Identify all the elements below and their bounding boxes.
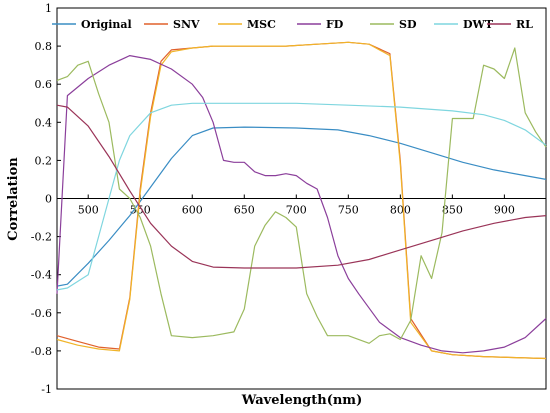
y-tick-label: 0.8 <box>35 40 53 53</box>
y-axis-label: Correlation <box>6 157 21 241</box>
y-tick-label: -0.8 <box>31 345 52 358</box>
y-tick-label: 0 <box>45 193 52 206</box>
x-tick-label: 500 <box>78 204 99 217</box>
x-tick-label: 750 <box>338 204 359 217</box>
legend-label-original: Original <box>81 18 132 31</box>
y-tick-label: 0.6 <box>35 78 53 91</box>
legend-label-snv: SNV <box>173 18 200 31</box>
series-line-sd <box>56 47 547 344</box>
series-line-rl <box>56 104 547 269</box>
legend-label-msc: MSC <box>247 18 276 31</box>
x-tick-label: 850 <box>442 204 463 217</box>
x-tick-label: 700 <box>286 204 307 217</box>
series-line-original <box>56 126 547 287</box>
legend-label-sd: SD <box>399 18 417 31</box>
legend-label-fd: FD <box>326 18 344 31</box>
axes: -1 -0.8 -0.6 -0.4 -0.2 0 0.2 0.4 0.6 0.8 1 500 550 60… <box>31 2 546 396</box>
y-tick-label: -0.4 <box>31 269 52 282</box>
x-tick-label: 900 <box>494 204 515 217</box>
y-tick-label: -1 <box>41 383 52 396</box>
legend: Original SNV MSC FD SD DWT RL <box>52 18 533 31</box>
y-tick-label: 1 <box>45 2 52 15</box>
x-tick-label: 600 <box>182 204 203 217</box>
x-tick-label: 650 <box>234 204 255 217</box>
legend-label-rl: RL <box>516 18 533 31</box>
x-axis-label: Wavelength(nm) <box>241 393 362 408</box>
x-tick-label: 550 <box>130 204 151 217</box>
series-line-dwt <box>56 102 547 291</box>
series-line-msc <box>56 41 547 360</box>
y-tick-label: -0.2 <box>31 231 52 244</box>
series-layer <box>56 41 547 360</box>
y-tick-label: 0.2 <box>35 154 53 167</box>
y-tick-label: 0.4 <box>35 116 53 129</box>
legend-label-dwt: DWT <box>463 18 494 31</box>
x-tick-label: 800 <box>390 204 411 217</box>
series-line-fd <box>56 55 547 354</box>
y-tick-label: -0.6 <box>31 307 52 320</box>
